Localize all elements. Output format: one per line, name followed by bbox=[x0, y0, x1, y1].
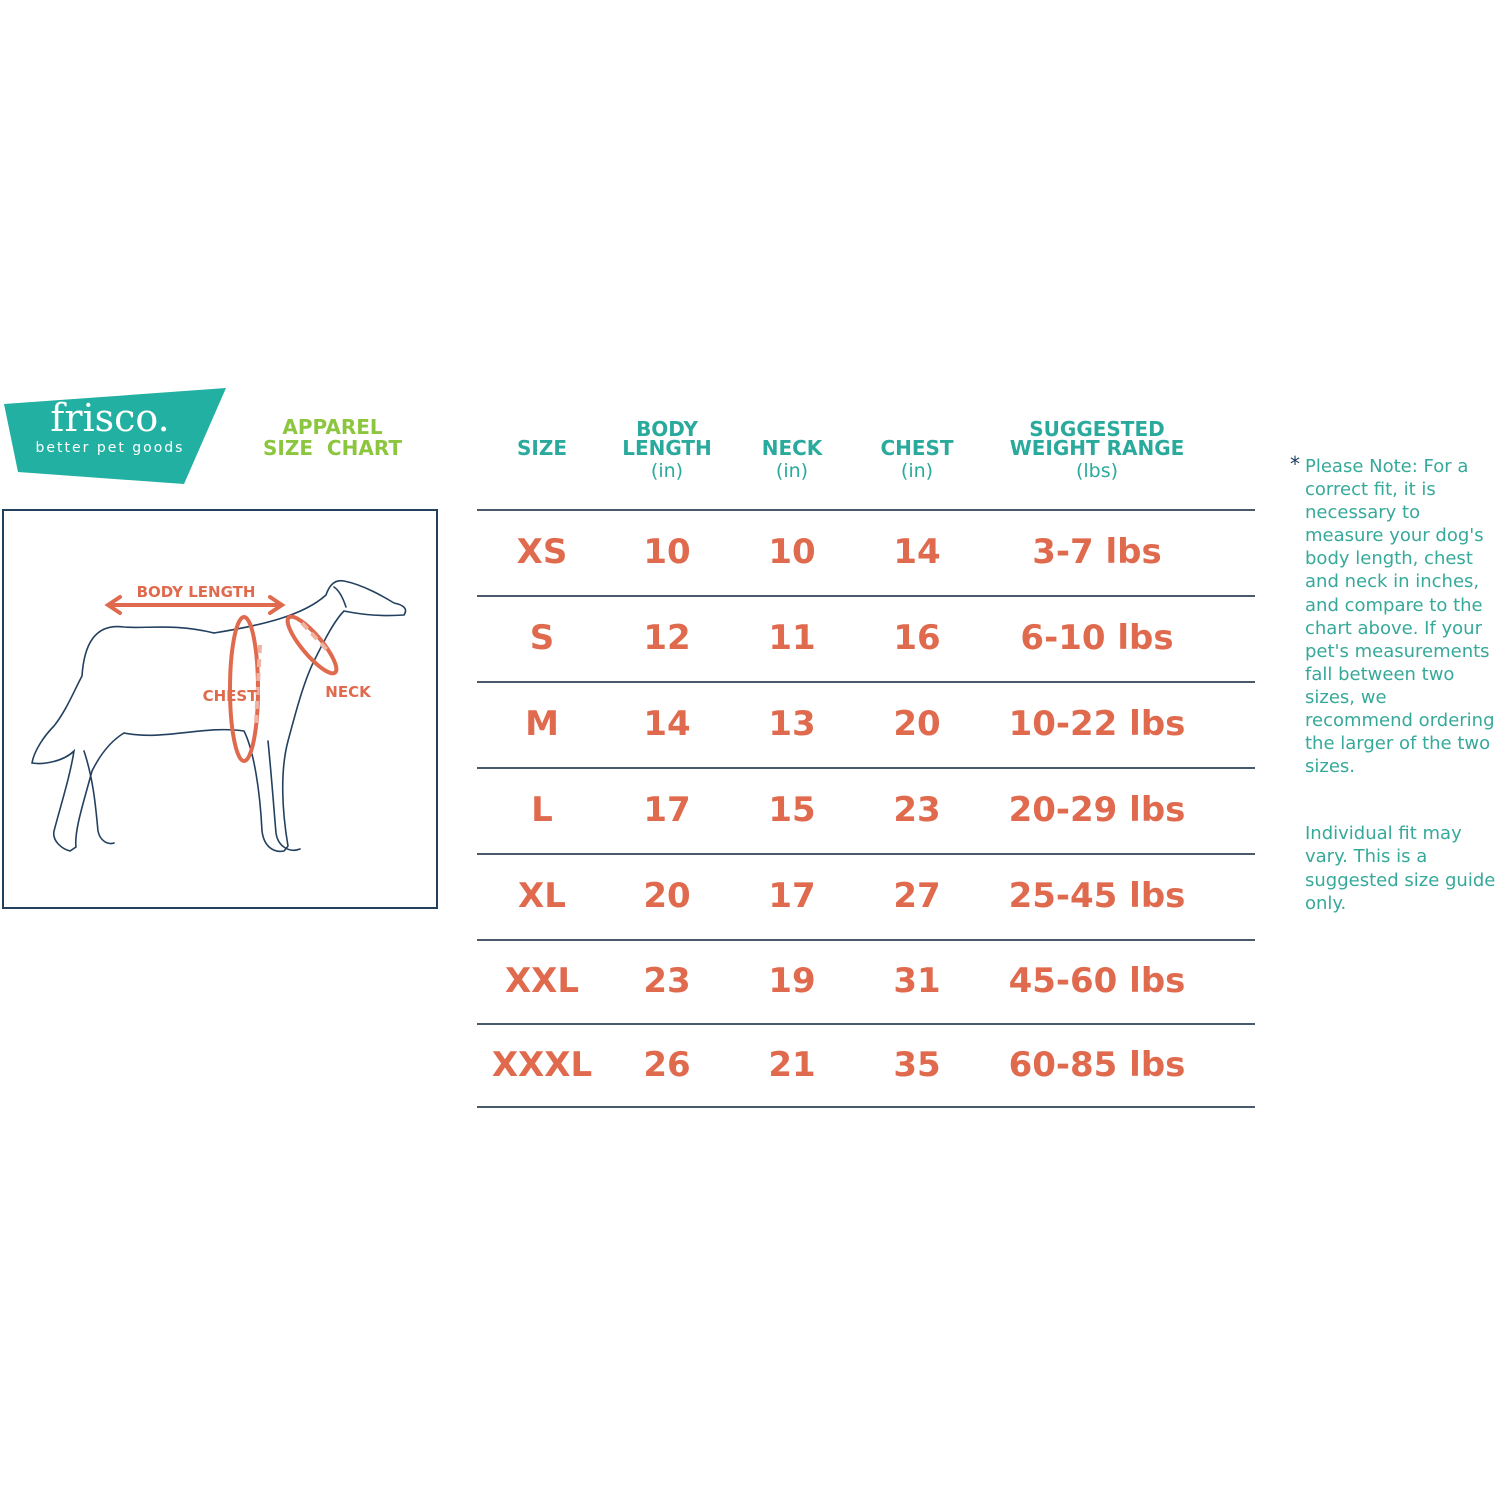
table-cell: 16 bbox=[893, 618, 941, 658]
table-cell: 23 bbox=[893, 790, 941, 830]
table-cell: 19 bbox=[768, 961, 816, 1001]
brand-name: frisco. bbox=[50, 396, 170, 440]
table-cell: 10 bbox=[768, 532, 816, 572]
column-header: SIZE bbox=[442, 436, 642, 460]
table-cell: 10-22 lbs bbox=[1008, 704, 1186, 744]
asterisk: * bbox=[1290, 452, 1300, 476]
note-paragraph-2: Individual fit may vary. This is a sugge… bbox=[1305, 823, 1496, 914]
row-divider bbox=[477, 853, 1255, 855]
row-divider bbox=[477, 595, 1255, 597]
table-cell: 20-29 lbs bbox=[1008, 790, 1186, 830]
table-cell: 11 bbox=[768, 618, 816, 658]
row-divider bbox=[477, 509, 1255, 511]
table-cell: 10 bbox=[643, 532, 691, 572]
table-cell: 21 bbox=[768, 1044, 816, 1085]
row-divider bbox=[477, 681, 1255, 683]
dog-measurement-diagram: BODY LENGTH CHEST NECK bbox=[2, 509, 438, 909]
column-header-label: CHEST bbox=[880, 436, 954, 460]
neck-label: NECK bbox=[325, 683, 372, 701]
table-cell: 31 bbox=[893, 961, 941, 1001]
table-cell: XL bbox=[518, 876, 566, 916]
title-line-1: APPAREL bbox=[282, 415, 383, 439]
note-paragraph-1: Please Note: For a correct fit, it is ne… bbox=[1305, 456, 1495, 778]
column-header-label: BODY LENGTH bbox=[622, 417, 712, 460]
brand-tagline: better pet goods bbox=[35, 440, 185, 456]
page-title: APPAREL SIZE CHART bbox=[250, 417, 415, 459]
table-cell: 14 bbox=[893, 532, 941, 572]
brand-logo-badge bbox=[4, 388, 226, 484]
column-header-label: SIZE bbox=[516, 436, 567, 460]
column-header: NECK (in) bbox=[692, 436, 892, 484]
table-cell: 13 bbox=[768, 704, 816, 744]
table-cell: 12 bbox=[643, 618, 691, 658]
table-cell: XXL bbox=[504, 961, 580, 1001]
table-cell: S bbox=[529, 618, 555, 658]
column-header: BODY LENGTH (in) bbox=[567, 417, 767, 484]
column-header-unit: (in) bbox=[775, 460, 809, 482]
table-cell: 14 bbox=[643, 704, 691, 744]
column-header: SUGGESTED WEIGHT RANGE (lbs) bbox=[997, 417, 1197, 484]
table-cell: 35 bbox=[893, 1044, 941, 1085]
row-divider bbox=[477, 1106, 1255, 1108]
row-divider bbox=[477, 767, 1255, 769]
chest-label: CHEST bbox=[203, 687, 259, 705]
table-cell: 6-10 lbs bbox=[1020, 618, 1174, 658]
table-cell: 17 bbox=[768, 876, 816, 916]
table-cell: 15 bbox=[768, 790, 816, 830]
fit-note: * Please Note: For a correct fit, it is … bbox=[1290, 452, 1500, 915]
row-divider bbox=[477, 1023, 1255, 1025]
table-cell: 3-7 lbs bbox=[1032, 532, 1162, 572]
table-cell: 25-45 lbs bbox=[1008, 876, 1186, 916]
column-header-unit: (in) bbox=[900, 460, 934, 482]
table-cell: 27 bbox=[893, 876, 941, 916]
table-cell: 17 bbox=[643, 790, 691, 830]
table-cell: L bbox=[531, 790, 553, 830]
table-cell: 20 bbox=[893, 704, 941, 744]
column-header: CHEST (in) bbox=[817, 436, 1017, 484]
column-header-label: NECK bbox=[761, 436, 823, 460]
column-header-unit: (lbs) bbox=[1075, 460, 1119, 482]
row-divider bbox=[477, 939, 1255, 941]
table-cell: 60-85 lbs bbox=[1008, 1044, 1186, 1085]
table-cell: 26 bbox=[643, 1044, 691, 1085]
table-cell: 23 bbox=[643, 961, 691, 1001]
table-cell: XXXL bbox=[491, 1044, 593, 1085]
column-header-unit: (in) bbox=[650, 460, 684, 482]
title-line-2: SIZE CHART bbox=[263, 436, 402, 460]
table-cell: XS bbox=[516, 532, 568, 572]
body-length-label: BODY LENGTH bbox=[137, 583, 256, 601]
table-cell: M bbox=[525, 704, 559, 744]
table-cell: 20 bbox=[643, 876, 691, 916]
table-cell: 45-60 lbs bbox=[1008, 961, 1186, 1001]
column-header-label: SUGGESTED WEIGHT RANGE bbox=[1009, 417, 1185, 460]
dog-illustration: BODY LENGTH CHEST NECK bbox=[31, 579, 407, 853]
